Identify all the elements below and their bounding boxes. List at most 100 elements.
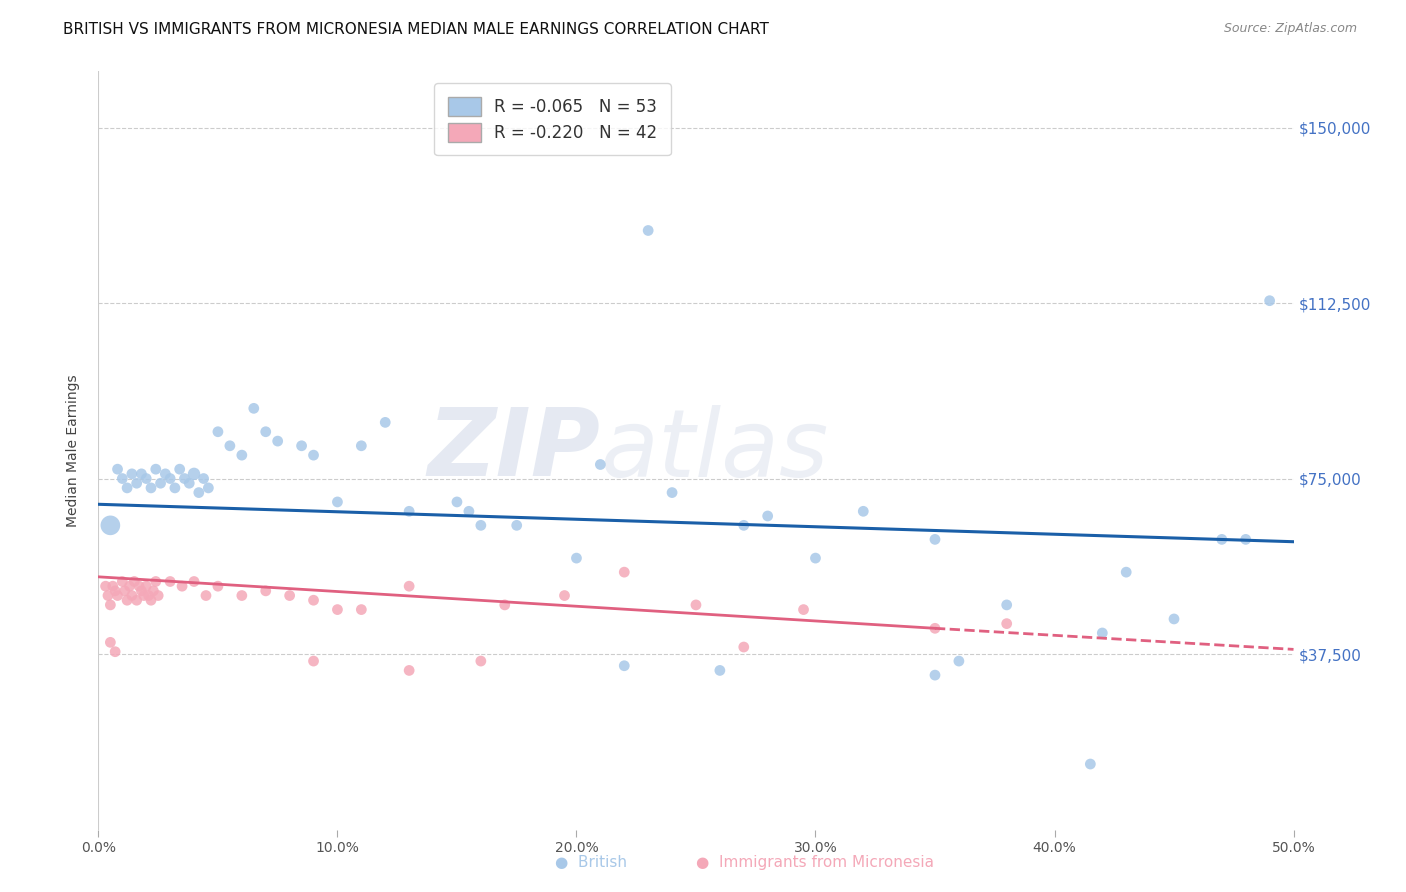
Point (132, 589, 155, 603)
Point (589, 458, 612, 472)
Point (155, 467, 177, 481)
Point (243, 401, 266, 416)
Point (254, 425, 277, 439)
Point (207, 425, 229, 439)
Point (565, 551, 588, 566)
Point (121, 467, 143, 481)
Text: atlas: atlas (600, 405, 828, 496)
Point (494, 598, 516, 612)
Text: ZIP: ZIP (427, 404, 600, 497)
Point (1258, 293, 1281, 308)
Point (219, 439, 242, 453)
Point (709, 664, 731, 678)
Point (107, 462, 129, 476)
Point (101, 579, 124, 593)
Point (111, 574, 134, 589)
Point (1211, 533, 1233, 547)
Point (254, 583, 277, 598)
Point (139, 593, 162, 607)
Point (804, 551, 827, 566)
Text: BRITISH VS IMMIGRANTS FROM MICRONESIA MEDIAN MALE EARNINGS CORRELATION CHART: BRITISH VS IMMIGRANTS FROM MICRONESIA ME… (63, 22, 769, 37)
Point (197, 481, 219, 495)
Point (924, 533, 946, 547)
Point (852, 504, 875, 518)
Point (231, 448, 253, 462)
Point (145, 574, 167, 589)
Point (398, 579, 420, 593)
Point (302, 448, 325, 462)
Point (326, 602, 349, 616)
Point (173, 471, 195, 485)
Point (924, 668, 946, 682)
Point (948, 654, 970, 668)
Point (470, 654, 492, 668)
Point (398, 664, 420, 678)
Point (98, 635, 122, 649)
Point (125, 476, 148, 491)
Point (231, 589, 253, 603)
Point (135, 471, 157, 485)
Point (554, 589, 576, 603)
Point (267, 434, 290, 449)
Point (139, 481, 162, 495)
Point (995, 598, 1018, 612)
Point (118, 579, 141, 593)
Point (172, 579, 194, 593)
Point (924, 621, 946, 635)
Point (107, 589, 129, 603)
Y-axis label: Median Male Earnings: Median Male Earnings (66, 374, 80, 527)
Legend: R = -0.065   N = 53, R = -0.220   N = 42: R = -0.065 N = 53, R = -0.220 N = 42 (434, 84, 671, 155)
Point (637, 223, 659, 237)
Text: Source: ZipAtlas.com: Source: ZipAtlas.com (1223, 22, 1357, 36)
Point (124, 574, 146, 589)
Point (291, 439, 314, 453)
Point (326, 495, 349, 509)
Point (458, 504, 481, 518)
Point (115, 593, 138, 607)
Point (187, 485, 209, 500)
Point (138, 589, 160, 603)
Point (613, 658, 636, 673)
Point (159, 471, 181, 485)
Point (163, 481, 186, 495)
Point (135, 579, 157, 593)
Point (148, 589, 170, 603)
Point (302, 654, 325, 668)
Point (145, 462, 167, 476)
Point (793, 602, 815, 616)
Point (207, 579, 229, 593)
Point (183, 467, 205, 481)
Point (169, 462, 191, 476)
Point (193, 471, 215, 485)
Point (1115, 565, 1137, 579)
Point (195, 589, 218, 603)
Point (506, 518, 529, 533)
Point (115, 481, 138, 495)
Point (183, 574, 205, 589)
Point (756, 508, 779, 523)
Point (1163, 612, 1185, 626)
Point (114, 583, 136, 598)
Point (350, 439, 373, 453)
Point (470, 518, 492, 533)
Point (131, 583, 153, 598)
Point (1080, 757, 1102, 772)
Point (685, 598, 707, 612)
Point (97, 589, 120, 603)
Point (128, 579, 150, 593)
Point (149, 476, 172, 491)
Point (661, 485, 683, 500)
Point (179, 476, 201, 491)
Point (104, 645, 127, 659)
Point (278, 589, 301, 603)
Point (613, 565, 636, 579)
Point (98, 598, 122, 612)
Point (374, 416, 396, 430)
Point (1234, 533, 1257, 547)
Point (125, 593, 148, 607)
Point (159, 574, 181, 589)
Point (995, 616, 1018, 631)
Point (111, 471, 134, 485)
Text: ●  Immigrants from Micronesia: ● Immigrants from Micronesia (696, 855, 935, 870)
Point (131, 467, 153, 481)
